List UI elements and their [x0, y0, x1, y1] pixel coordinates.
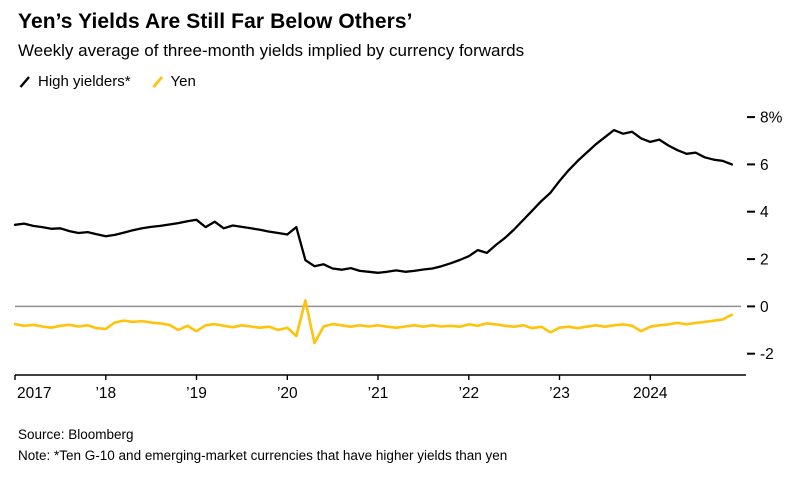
- series-high-yielders-line: [13, 128, 734, 274]
- chart-svg: 2017 ’18 ’19 ’20 ’21 ’22 ’23 2024 8% 6 4 2 0 -2: [13, 110, 783, 402]
- source-line: Source: Bloomberg: [18, 427, 134, 442]
- note-line: Note: *Ten G-10 and emerging-market curr…: [18, 447, 508, 463]
- chart-footer: Source: Bloomberg Note: *Ten G-10 and em…: [18, 425, 788, 467]
- legend-label-yen: Yen: [170, 73, 196, 90]
- chart-subtitle: Weekly average of three-month yields imp…: [18, 41, 525, 60]
- y-tick-label: -2: [760, 346, 774, 363]
- page-title: Yen’s Yields Are Still Far Below Others’: [18, 10, 413, 33]
- legend-item-yen: Yen: [151, 73, 196, 90]
- chart-area: 2017 ’18 ’19 ’20 ’21 ’22 ’23 2024 8% 6 4 2 0 -2: [0, 96, 806, 413]
- x-tick-label: ’19: [186, 385, 207, 402]
- y-tick-label: 8%: [760, 110, 783, 127]
- y-tick-label: 6: [760, 157, 769, 174]
- chart-legend: High yielders* Yen: [18, 73, 788, 90]
- x-tick-label: 2024: [633, 385, 668, 402]
- x-tick-label: 2017: [17, 385, 51, 402]
- x-tick-label: ’20: [277, 385, 298, 402]
- series-yen-line: [13, 299, 734, 345]
- y-tick-label: 4: [760, 204, 769, 221]
- legend-item-high-yielders: High yielders*: [18, 73, 131, 90]
- yen-line-marker-icon: [151, 75, 163, 88]
- y-tick-label: 2: [760, 252, 769, 269]
- legend-label-high-yielders: High yielders*: [38, 73, 131, 90]
- high-yielders-line-marker-icon: [19, 75, 30, 88]
- x-tick-label: ’21: [368, 385, 389, 402]
- y-tick-label: 0: [760, 299, 769, 316]
- x-tick-label: ’22: [458, 385, 479, 402]
- x-tick-label: ’23: [549, 385, 570, 402]
- x-tick-label: ’18: [95, 385, 116, 402]
